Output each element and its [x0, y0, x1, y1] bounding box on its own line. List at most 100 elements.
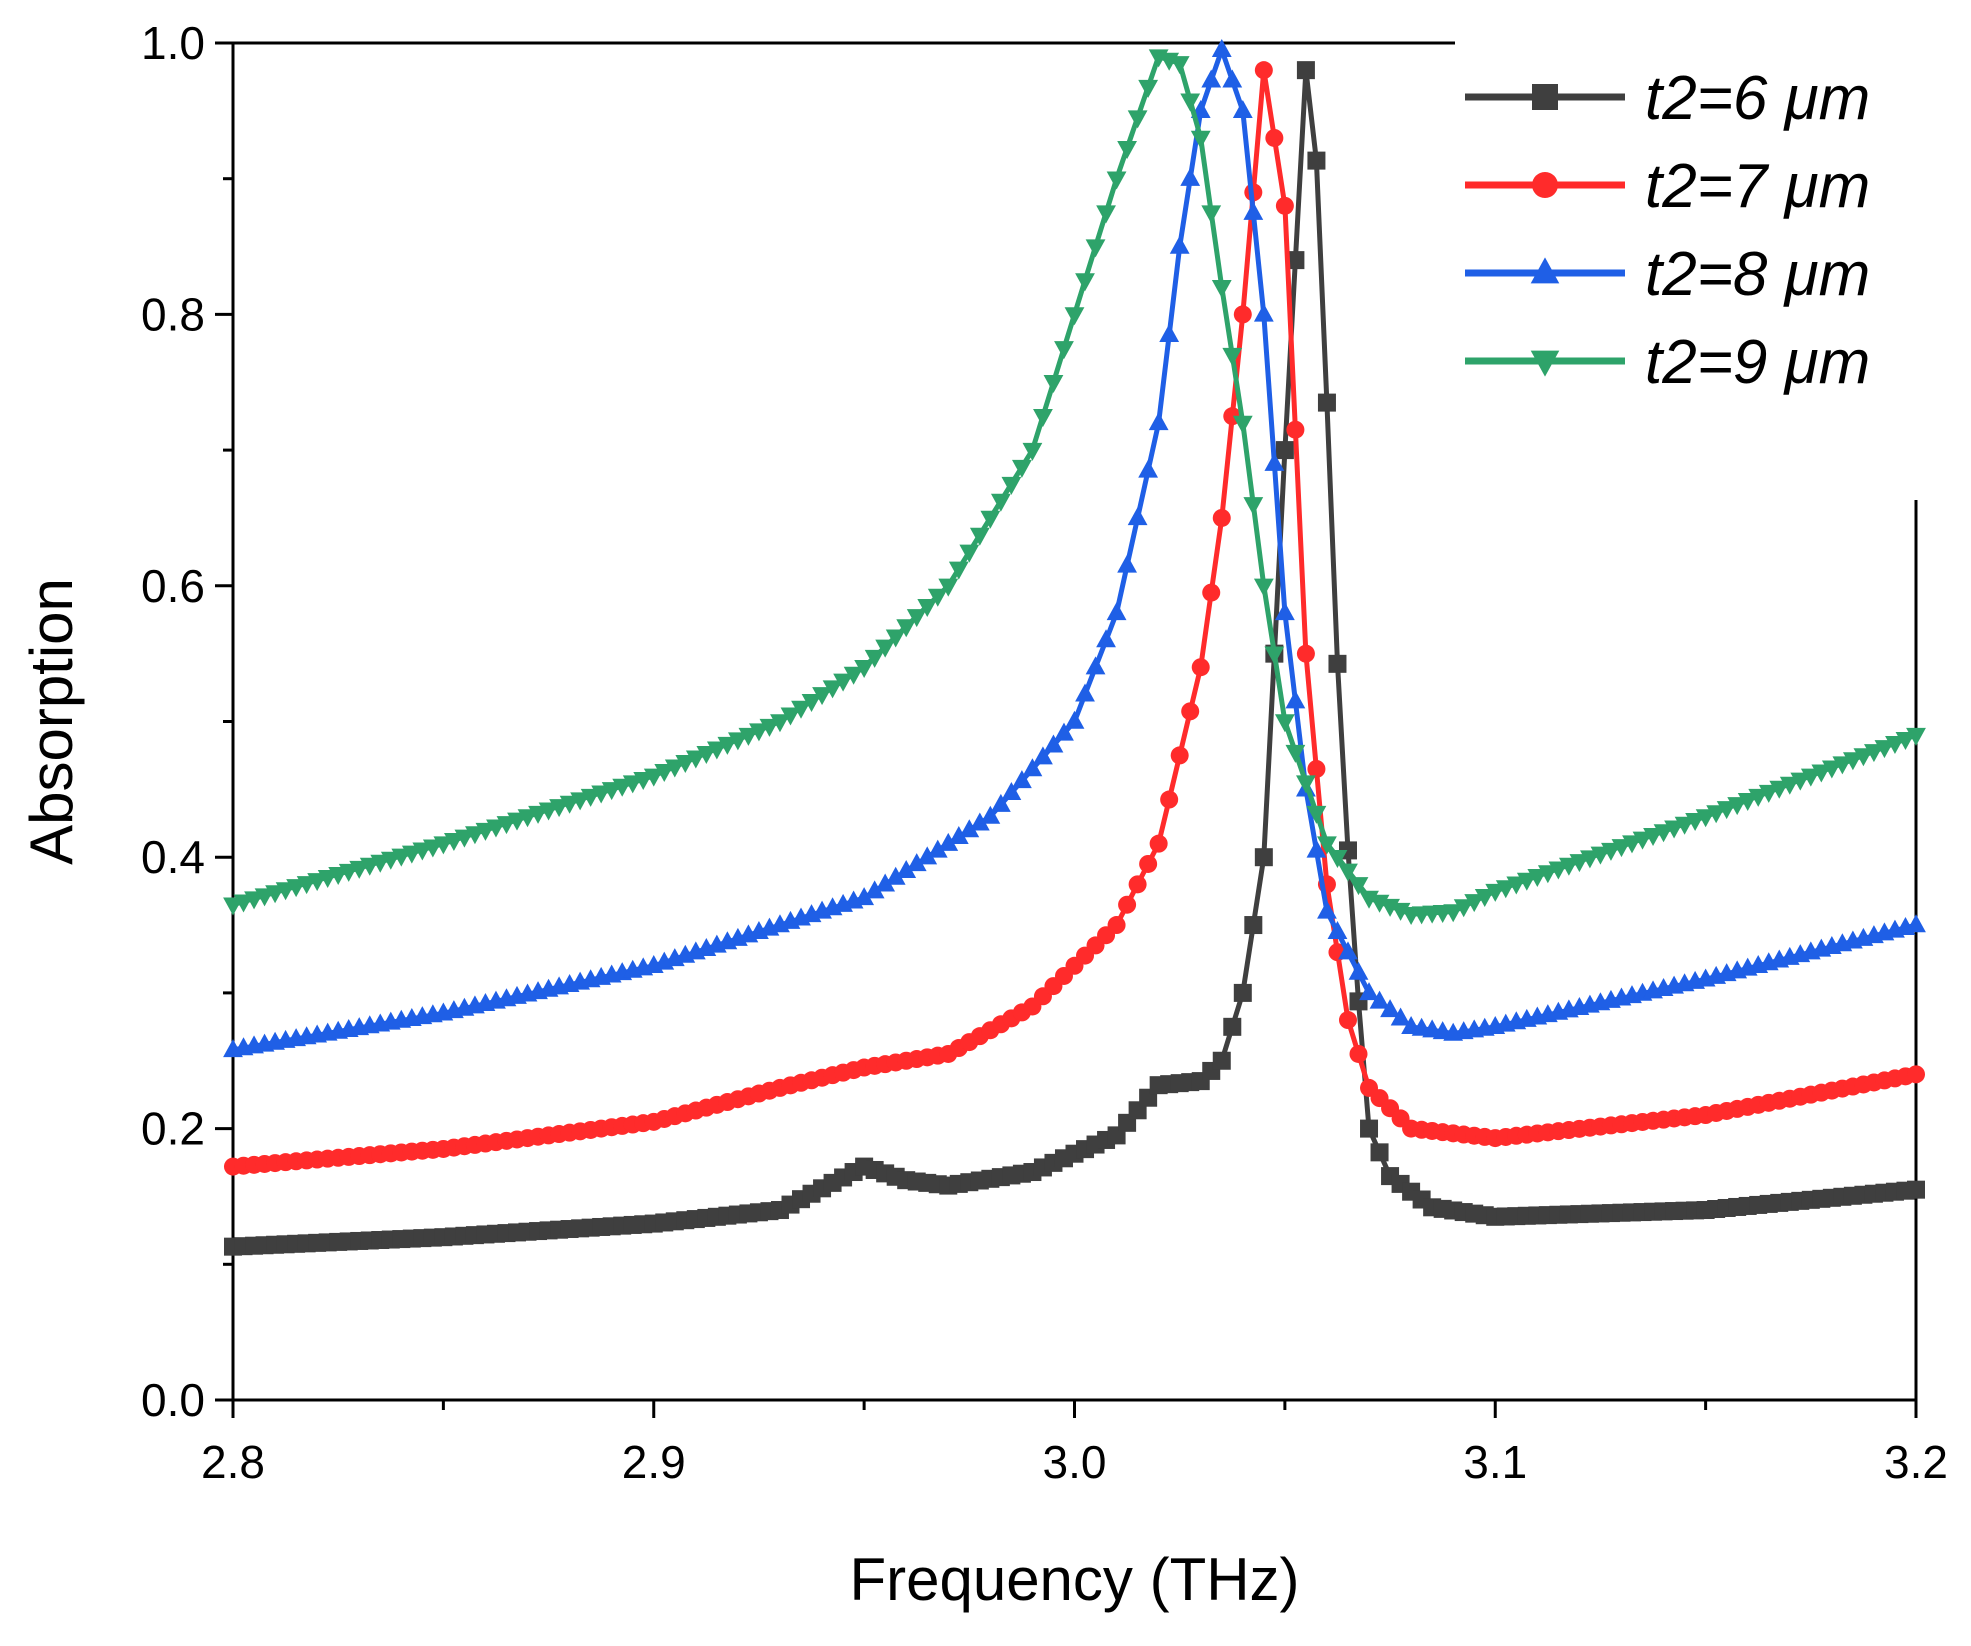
data-point	[990, 493, 1011, 512]
data-point	[1317, 393, 1336, 412]
data-point	[486, 819, 506, 838]
data-point	[1253, 303, 1274, 322]
data-point	[1085, 656, 1106, 675]
data-point	[822, 680, 843, 699]
data-point	[465, 826, 485, 845]
data-point	[1160, 790, 1179, 809]
data-point	[1223, 1017, 1242, 1036]
data-point	[1643, 827, 1663, 846]
data-point	[1253, 578, 1274, 597]
y-tick-label: 1.0	[141, 17, 205, 69]
data-point	[1127, 507, 1148, 526]
data-point	[1117, 140, 1137, 159]
data-point	[1222, 69, 1243, 88]
data-point	[1033, 408, 1053, 427]
legend-item-1: t2=6 μm	[1465, 64, 1870, 133]
data-point	[1274, 714, 1295, 733]
data-point	[1169, 56, 1190, 75]
data-point	[1370, 1143, 1389, 1162]
data-point	[1443, 904, 1464, 923]
series-layer	[223, 38, 1926, 1256]
data-point	[843, 666, 864, 685]
x-tick-label: 3.1	[1463, 1436, 1527, 1488]
data-point	[454, 829, 475, 848]
data-point	[1811, 764, 1832, 783]
data-point	[1790, 772, 1811, 791]
legend-label: t2=8 μm	[1645, 240, 1870, 309]
data-point	[770, 714, 790, 733]
data-point	[1022, 442, 1043, 461]
data-point	[1832, 756, 1853, 775]
legend-label: t2=7 μm	[1645, 152, 1870, 221]
data-point	[1211, 280, 1232, 299]
data-point	[1674, 816, 1695, 835]
data-point	[1096, 205, 1116, 224]
data-point	[696, 745, 717, 764]
legend-item-2: t2=7 μm	[1465, 152, 1870, 221]
data-point	[948, 826, 969, 845]
data-point	[1096, 629, 1116, 648]
data-point	[1716, 801, 1737, 820]
data-point	[1275, 441, 1294, 460]
data-point	[749, 723, 769, 742]
data-point	[1601, 842, 1621, 861]
data-point	[1569, 854, 1590, 873]
data-point	[990, 793, 1011, 812]
data-point	[1180, 93, 1201, 112]
data-point	[1338, 941, 1358, 960]
data-point	[1317, 900, 1337, 919]
data-point	[1264, 452, 1285, 471]
data-point	[728, 732, 748, 751]
data-point	[959, 544, 980, 563]
data-point	[1211, 38, 1232, 57]
data-point	[496, 816, 517, 835]
data-point	[1233, 305, 1252, 324]
data-point	[580, 788, 601, 807]
data-point	[559, 795, 580, 814]
data-point	[1286, 251, 1305, 270]
data-point	[1243, 201, 1264, 220]
data-point	[570, 792, 591, 811]
data-point	[664, 759, 685, 778]
data-point	[1033, 746, 1053, 765]
data-point	[538, 802, 559, 821]
data-point	[1064, 710, 1085, 729]
data-point	[1853, 748, 1874, 767]
data-point	[864, 649, 885, 668]
data-point	[1106, 171, 1127, 190]
data-point	[864, 880, 885, 899]
data-point	[791, 700, 811, 719]
data-point	[633, 771, 654, 790]
data-point	[717, 736, 738, 755]
data-point	[1128, 875, 1147, 894]
data-point	[1075, 683, 1095, 702]
data-point	[1537, 865, 1558, 884]
data-point	[1485, 883, 1506, 902]
data-point	[1737, 793, 1758, 812]
data-point	[507, 812, 527, 831]
data-point	[875, 873, 896, 892]
data-point	[1296, 644, 1315, 663]
data-point	[1349, 1044, 1368, 1063]
data-point	[622, 775, 643, 794]
data-point	[1906, 727, 1926, 746]
data-point	[1127, 110, 1148, 129]
data-point	[1169, 235, 1190, 254]
data-point	[1453, 899, 1474, 918]
data-point	[1139, 854, 1158, 873]
data-point	[433, 836, 454, 855]
data-point	[1264, 646, 1285, 665]
series-3	[223, 38, 1926, 1058]
data-point	[1138, 79, 1159, 98]
data-point	[927, 839, 948, 858]
axes: 2.8 2.9 3.0 3.1 3.2 0.0 0.2 0.4 0.6 0.8 1.0	[141, 17, 1948, 1488]
data-point	[948, 561, 969, 580]
data-point	[1212, 508, 1231, 527]
data-point	[1306, 805, 1327, 824]
data-point	[1474, 889, 1495, 908]
data-point	[1117, 554, 1137, 573]
data-point	[1516, 872, 1537, 891]
data-point	[1274, 602, 1295, 621]
data-point	[1653, 824, 1674, 843]
data-point	[1159, 323, 1180, 342]
